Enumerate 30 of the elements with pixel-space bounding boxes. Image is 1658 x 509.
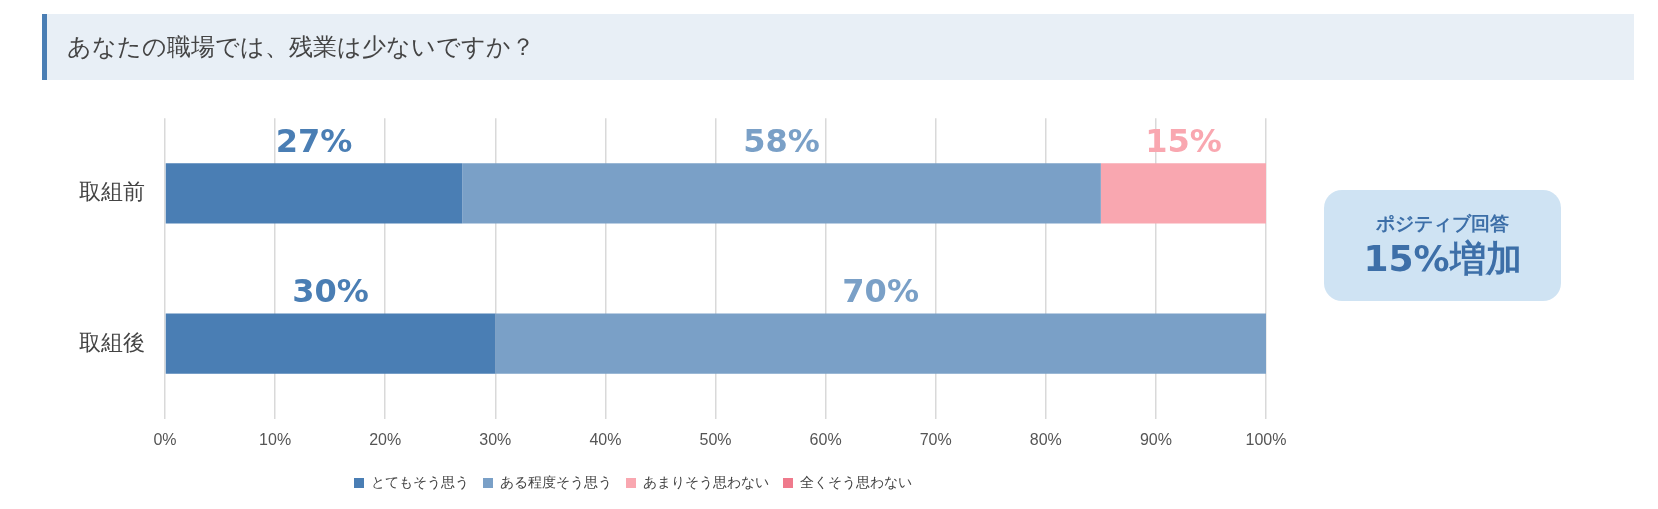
x-tick-label: 60% (809, 430, 842, 448)
bar (1100, 163, 1266, 224)
x-tick-label: 90% (1139, 430, 1172, 448)
data-label: 58% (743, 121, 820, 160)
bar (495, 313, 1266, 374)
x-tick-label: 40% (589, 430, 622, 448)
x-tick-label: 70% (919, 430, 952, 448)
legend-label: ある程度そう思う (500, 473, 612, 490)
data-label: 15% (1145, 121, 1222, 160)
chart-title: あなたの職場では、残業は少ないですか？ (42, 14, 1634, 80)
data-label: 27% (275, 121, 353, 160)
data-label: 30% (292, 271, 369, 310)
y-tick-label: 取組前 (79, 179, 145, 205)
x-tick-label: 100% (1245, 430, 1287, 448)
data-label: 70% (842, 271, 919, 310)
bar (165, 313, 496, 374)
legend-label: とてもそう思う (371, 473, 469, 490)
bar (165, 163, 463, 224)
legend-label: あまりそう思わない (643, 473, 769, 490)
x-tick-label: 30% (479, 430, 512, 448)
x-tick-label: 20% (369, 430, 402, 448)
x-tick-label: 80% (1029, 430, 1062, 448)
x-tick-label: 0% (153, 430, 177, 448)
text: ポジティブ回答 (1375, 210, 1510, 236)
bar (462, 163, 1101, 224)
y-tick-label: 取組後 (79, 329, 145, 355)
x-tick-label: 10% (259, 430, 292, 448)
legend-label: 全くそう思わない (800, 473, 912, 490)
text: 15%増加 (1362, 236, 1523, 281)
x-tick-label: 50% (699, 430, 732, 448)
